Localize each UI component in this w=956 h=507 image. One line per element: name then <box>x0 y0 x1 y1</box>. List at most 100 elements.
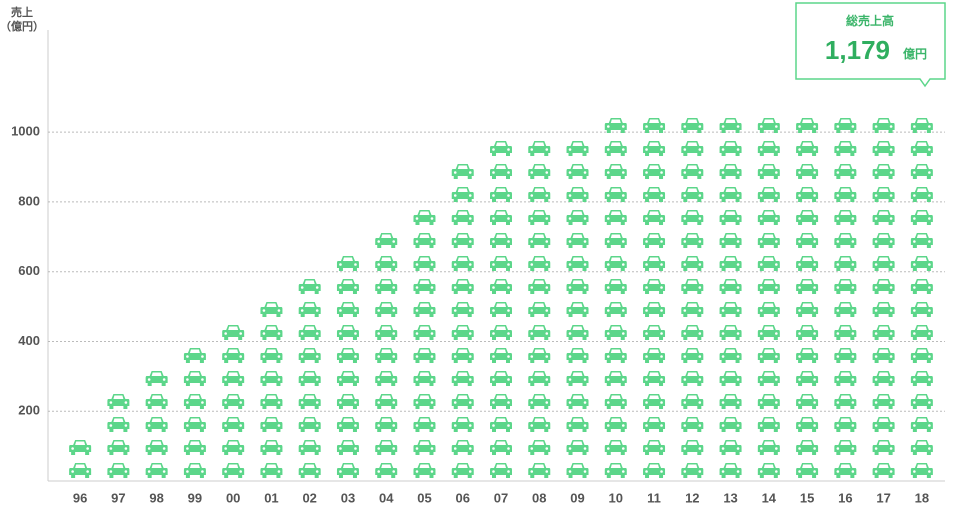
car-light <box>453 194 457 197</box>
car-light <box>606 217 610 220</box>
car-light <box>530 470 534 473</box>
car-light <box>721 470 725 473</box>
car-light <box>339 470 342 473</box>
car-light <box>492 424 495 427</box>
car-light <box>775 470 778 473</box>
car <box>528 256 551 271</box>
car-light <box>392 447 396 450</box>
car-light <box>545 263 549 266</box>
car <box>910 302 933 317</box>
car-light <box>262 332 266 335</box>
car <box>107 417 130 432</box>
car <box>490 164 512 179</box>
car-light <box>683 424 687 427</box>
car <box>413 440 436 455</box>
car <box>183 440 206 455</box>
car-light <box>660 378 663 381</box>
car-stack <box>69 440 92 478</box>
car <box>451 394 474 409</box>
car-light <box>660 332 663 335</box>
car-light <box>109 401 113 404</box>
car-window <box>878 395 889 399</box>
car-window <box>916 142 927 146</box>
x-tick-label: 11 <box>647 490 661 505</box>
car-window <box>534 395 545 399</box>
car-light <box>568 378 572 381</box>
car-light <box>315 470 319 473</box>
car <box>719 141 742 156</box>
car-window <box>457 418 468 422</box>
car-stack <box>872 118 895 478</box>
car-light <box>545 447 549 450</box>
car <box>872 417 895 432</box>
car <box>183 371 206 386</box>
car <box>834 463 857 478</box>
car <box>566 233 589 248</box>
car-light <box>86 447 89 450</box>
car <box>298 371 321 386</box>
car-light <box>851 332 855 335</box>
car-light <box>606 332 610 335</box>
car-light <box>583 148 587 151</box>
car-window <box>840 188 851 192</box>
car <box>681 371 704 386</box>
car-window <box>725 165 736 169</box>
car <box>566 463 589 478</box>
car-light <box>530 171 534 174</box>
car-light <box>798 470 801 473</box>
car-light <box>775 332 778 335</box>
car-light <box>453 309 457 312</box>
car <box>643 440 666 455</box>
car-light <box>415 424 419 427</box>
car <box>336 371 359 386</box>
car-light <box>798 194 801 197</box>
car-window <box>496 142 506 146</box>
car-light <box>162 470 166 473</box>
car <box>451 325 474 340</box>
car-window <box>916 303 927 307</box>
car-window <box>802 165 813 169</box>
car-light <box>721 378 725 381</box>
car <box>719 233 742 248</box>
car-window <box>763 326 774 330</box>
car-light <box>530 424 534 427</box>
car-light <box>530 447 534 450</box>
car-light <box>530 286 534 289</box>
car <box>834 187 857 202</box>
car-window <box>763 119 774 123</box>
car <box>490 187 512 202</box>
car-light <box>430 309 434 312</box>
car <box>413 394 436 409</box>
car <box>222 371 245 386</box>
car <box>834 279 857 294</box>
car <box>643 417 666 432</box>
car-light <box>874 309 878 312</box>
car-light <box>913 125 916 128</box>
car-window <box>725 418 736 422</box>
car <box>451 371 474 386</box>
car-light <box>645 240 648 243</box>
car-light <box>736 286 740 289</box>
car-light <box>568 194 572 197</box>
car-light <box>568 470 572 473</box>
car <box>69 463 92 478</box>
car <box>719 187 742 202</box>
car-window <box>878 441 889 445</box>
car <box>528 463 551 478</box>
car-light <box>377 286 381 289</box>
car-light <box>760 217 763 220</box>
car <box>834 233 857 248</box>
car-light <box>621 332 625 335</box>
x-tick-label: 08 <box>532 490 546 505</box>
car-window <box>687 142 698 146</box>
car-light <box>721 447 725 450</box>
car-light <box>530 240 534 243</box>
car-window <box>342 280 353 284</box>
car-light <box>507 401 510 404</box>
car-light <box>377 263 381 266</box>
car-light <box>224 447 227 450</box>
car <box>145 417 168 432</box>
car-window <box>419 280 430 284</box>
car-light <box>415 470 419 473</box>
car-light <box>874 194 878 197</box>
